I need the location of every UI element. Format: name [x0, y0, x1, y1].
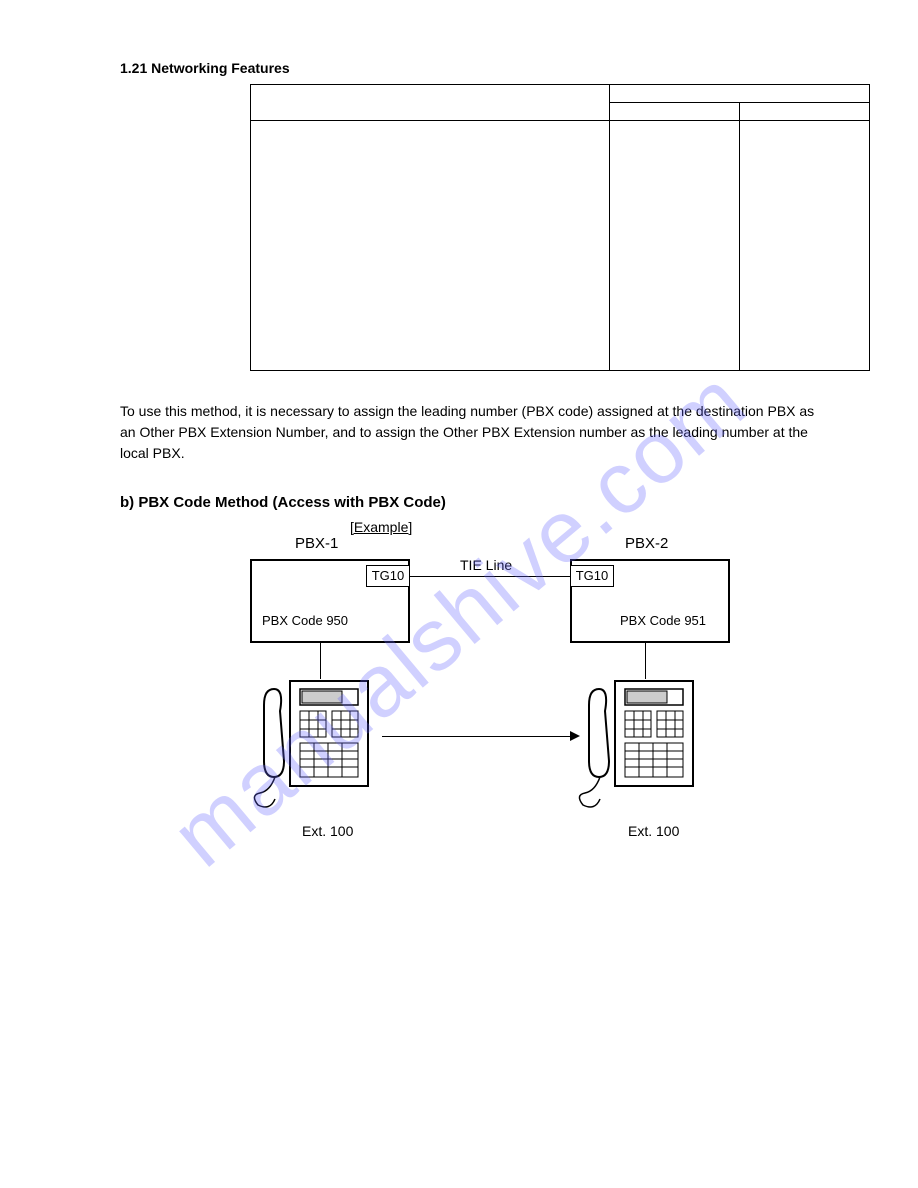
- table-header-span: [610, 85, 870, 103]
- ext2-label: Ext. 100: [628, 823, 679, 839]
- table-cell-1: [251, 121, 610, 371]
- phone-icon: [575, 671, 705, 821]
- method-name: PBX Code Method (Access with PBX Code): [138, 494, 446, 511]
- pbx2-label: PBX-2: [625, 535, 668, 552]
- explanation-table: [250, 84, 870, 371]
- tie-wire: [410, 576, 570, 577]
- call-arrow-line: [382, 736, 572, 737]
- table-cell-2: [610, 121, 740, 371]
- ext1-label: Ext. 100: [302, 823, 353, 839]
- call-arrow-head: [570, 731, 580, 741]
- phone-2: [575, 671, 705, 821]
- pbx2-code: PBX Code 951: [620, 613, 706, 628]
- pbx1-tg: TG10: [366, 565, 410, 587]
- tie-label: TIE Line: [460, 557, 512, 573]
- body-paragraph: To use this method, it is necessary to a…: [120, 401, 820, 464]
- table-header-2: [610, 103, 740, 121]
- pbx2-tg: TG10: [570, 565, 614, 587]
- pbx1-label: PBX-1: [295, 535, 338, 552]
- method-label: b): [120, 494, 134, 511]
- pbx1-code: PBX Code 950: [262, 613, 348, 628]
- table-header-1: [251, 85, 610, 121]
- section-header: 1.21 Networking Features: [120, 60, 820, 76]
- phone-icon: [250, 671, 380, 821]
- method-title: b) PBX Code Method (Access with PBX Code…: [120, 494, 820, 511]
- tie-line-diagram: PBX-1 PBX Code 950 TG10 PBX-2 PBX Code 9…: [230, 531, 790, 861]
- phone-1: [250, 671, 380, 821]
- table-cell-3: [740, 121, 870, 371]
- table-header-3: [740, 103, 870, 121]
